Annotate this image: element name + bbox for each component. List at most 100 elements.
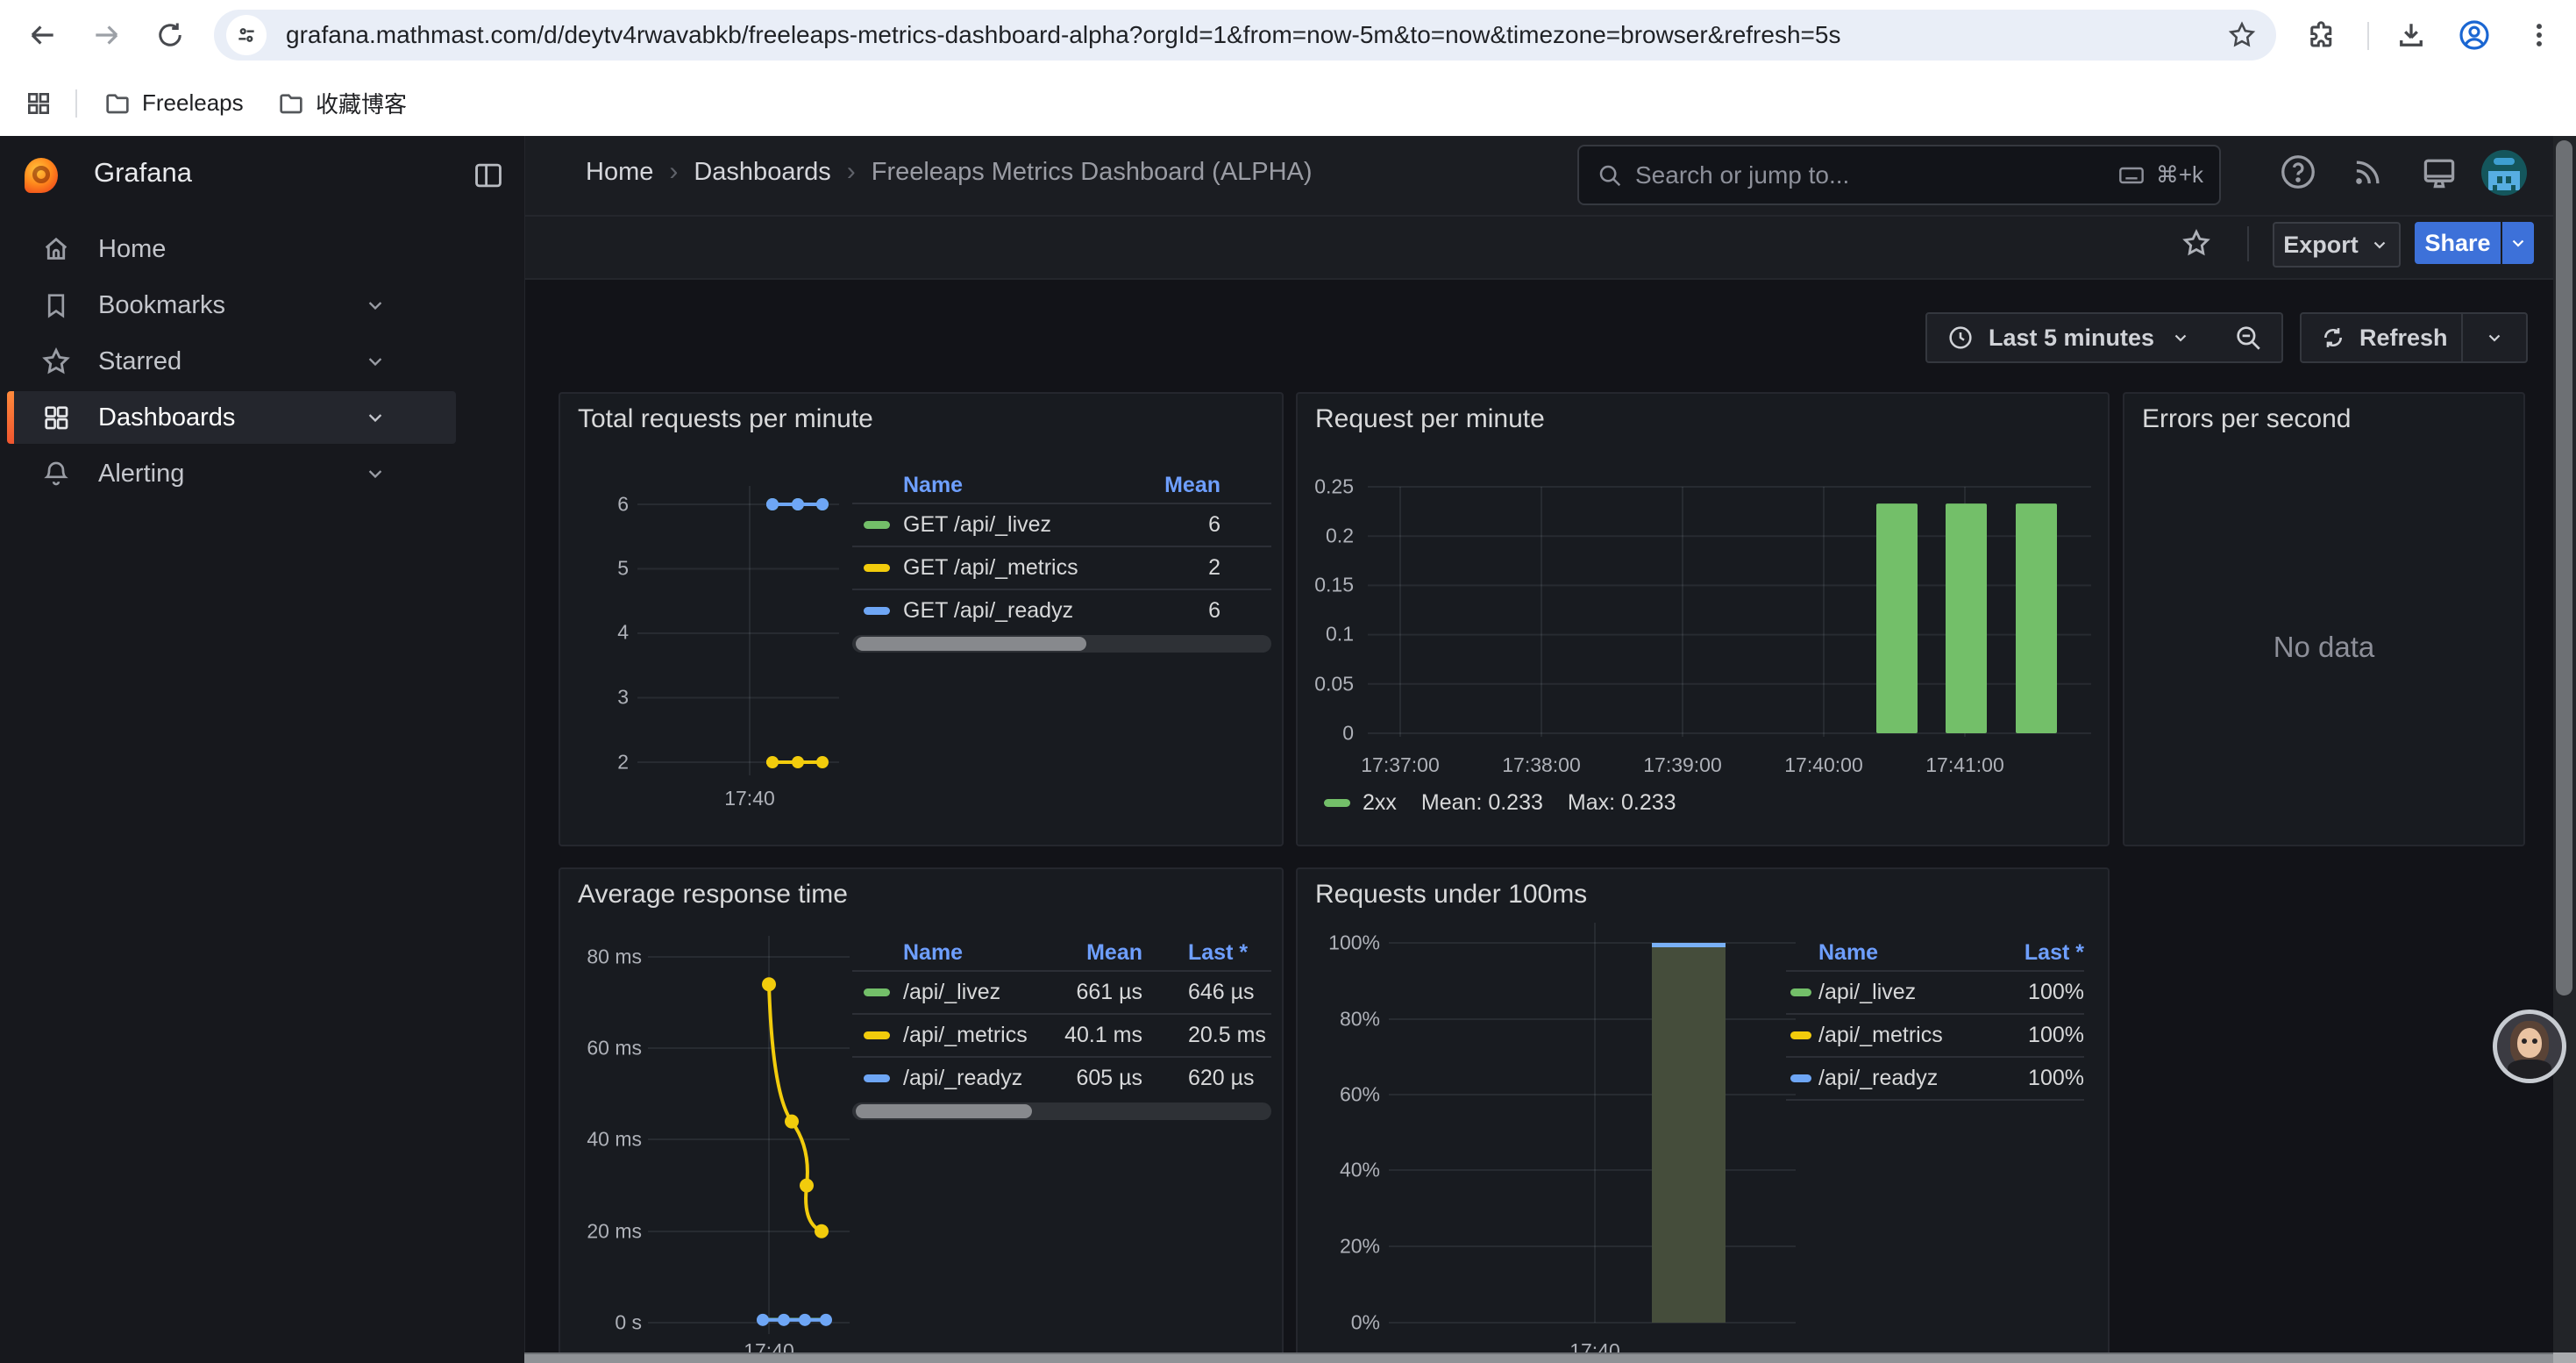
legend-table[interactable]: Name Mean GET /api/_livez 6 GET /api/_me… (852, 467, 1271, 653)
y-tick: 0.05 (1301, 673, 1354, 696)
y-tick: 100% (1310, 931, 1380, 955)
bookmark-folder-blogs[interactable]: 收藏博客 (277, 70, 407, 136)
panel-average-response-time[interactable]: Average response time 80 ms 60 ms 40 ms … (559, 867, 1284, 1363)
series-name[interactable]: GET /api/_metrics (903, 555, 1133, 581)
chevron-down-icon[interactable] (363, 293, 388, 318)
bookmark-star-icon[interactable] (2227, 20, 2257, 50)
legend-col-last[interactable]: Last * (1142, 940, 1271, 966)
sidebar-collapse-icon[interactable] (472, 159, 505, 192)
user-avatar[interactable] (2481, 150, 2527, 196)
no-data-text: No data (2124, 631, 2523, 664)
bookmark-label: 收藏博客 (316, 87, 407, 119)
forward-icon[interactable] (88, 0, 126, 70)
legend-row[interactable]: GET /api/_readyz 6 (852, 589, 1271, 632)
bookmark-folder-freeleaps[interactable]: Freeleaps (103, 70, 244, 136)
breadcrumb-home[interactable]: Home (586, 158, 653, 187)
extensions-icon[interactable] (2302, 0, 2341, 70)
series-name[interactable]: /api/_livez (1818, 980, 2001, 1005)
y-tick: 0.15 (1301, 574, 1354, 597)
chevron-down-icon[interactable] (363, 349, 388, 374)
export-button[interactable]: Export (2273, 222, 2401, 268)
site-settings-icon[interactable] (226, 15, 267, 55)
breadcrumb-dashboards[interactable]: Dashboards (694, 158, 830, 187)
sidebar-item-dashboards[interactable]: Dashboards (7, 391, 456, 444)
news-rss-icon[interactable] (2350, 153, 2387, 190)
legend-col-name[interactable]: Name (903, 473, 1133, 498)
grafana-brand[interactable]: Grafana (94, 157, 192, 189)
series-name[interactable]: /api/_readyz (1818, 1066, 2001, 1091)
series-last: 20.5 ms (1142, 1023, 1271, 1048)
series-name[interactable]: 2xx (1363, 790, 1397, 816)
legend-row[interactable]: /api/_livez 661 µs 646 µs (852, 970, 1271, 1013)
series-name[interactable]: GET /api/_readyz (903, 598, 1133, 624)
vertical-scrollbar-track[interactable] (2553, 136, 2576, 1363)
legend-scrollbar-thumb[interactable] (856, 637, 1086, 651)
clock-icon (1946, 324, 1975, 352)
series-name[interactable]: /api/_readyz (903, 1066, 1050, 1091)
profile-icon[interactable] (2455, 0, 2494, 70)
legend-row[interactable]: /api/_readyz 100% (1786, 1056, 2084, 1099)
share-button[interactable]: Share (2415, 222, 2501, 264)
sidebar-item-alerting[interactable]: Alerting (7, 447, 456, 500)
series-color-chip (864, 1031, 890, 1039)
chevron-down-icon[interactable] (363, 461, 388, 486)
browser-menu-icon[interactable] (2520, 0, 2558, 70)
legend-scrollbar-thumb[interactable] (856, 1104, 1032, 1118)
legend-table[interactable]: Name Last * /api/_livez 100% /api/_metri… (1786, 935, 2084, 1101)
legend-col-last[interactable]: Last * (2001, 940, 2084, 966)
legend-col-name[interactable]: Name (1818, 940, 2001, 966)
reload-icon[interactable] (151, 0, 189, 70)
legend-row[interactable]: /api/_livez 100% (1786, 970, 2084, 1013)
legend-row[interactable]: GET /api/_livez 6 (852, 503, 1271, 546)
search-input[interactable]: Search or jump to... ⌘+k (1577, 145, 2221, 205)
legend-row[interactable]: /api/_metrics 100% (1786, 1013, 2084, 1056)
star-dashboard-icon[interactable] (2176, 222, 2217, 263)
legend-scrollbar[interactable] (852, 635, 1271, 653)
downloads-icon[interactable] (2392, 0, 2430, 70)
help-icon[interactable] (2278, 152, 2318, 192)
legend-header[interactable]: Name Mean (852, 467, 1271, 503)
series-last: 100% (2001, 980, 2084, 1005)
legend-table[interactable]: Name Mean Last * /api/_livez 661 µs 646 … (852, 935, 1271, 1120)
legend-row[interactable]: /api/_metrics 40.1 ms 20.5 ms (852, 1013, 1271, 1056)
legend-scrollbar[interactable] (852, 1103, 1271, 1120)
series-name[interactable]: /api/_metrics (903, 1023, 1050, 1048)
monitor-kiosk-icon[interactable] (2420, 153, 2459, 192)
legend-row[interactable]: /api/_readyz 605 µs 620 µs (852, 1056, 1271, 1099)
chevron-down-icon[interactable] (363, 405, 388, 430)
url-text[interactable]: grafana.mathmast.com/d/deytv4rwavabkb/fr… (286, 21, 2227, 49)
url-bar[interactable]: grafana.mathmast.com/d/deytv4rwavabkb/fr… (214, 10, 2276, 61)
grafana-logo[interactable] (25, 158, 58, 193)
y-tick: 20% (1310, 1235, 1380, 1259)
zoom-out-button[interactable] (2215, 312, 2283, 363)
legend-header[interactable]: Name Last * (1786, 935, 2084, 970)
panel-errors-per-second[interactable]: Errors per second No data (2123, 392, 2525, 846)
refresh-button[interactable]: Refresh (2300, 312, 2465, 363)
legend-col-name[interactable]: Name (903, 940, 1050, 966)
sidebar-item-bookmarks[interactable]: Bookmarks (7, 279, 456, 332)
series-name[interactable]: GET /api/_livez (903, 512, 1133, 538)
legend-col-mean[interactable]: Mean (1050, 940, 1142, 966)
series-name[interactable]: /api/_metrics (1818, 1023, 2001, 1048)
share-menu-button[interactable] (2502, 222, 2534, 264)
legend-col-mean[interactable]: Mean (1133, 473, 1220, 498)
floating-avatar[interactable] (2493, 1010, 2566, 1083)
sidebar-item-home[interactable]: Home (7, 223, 456, 275)
back-icon[interactable] (23, 0, 61, 70)
sidebar-item-label: Home (98, 235, 166, 264)
time-range-picker[interactable]: Last 5 minutes (1925, 312, 2218, 363)
series-name[interactable]: /api/_livez (903, 980, 1050, 1005)
refresh-interval-button[interactable] (2461, 312, 2528, 363)
legend-item[interactable]: 2xx (1324, 790, 1397, 816)
star-icon (39, 346, 74, 377)
sidebar-item-starred[interactable]: Starred (7, 335, 456, 388)
vertical-scrollbar-thumb[interactable] (2556, 140, 2572, 995)
apps-grid-icon[interactable] (19, 70, 58, 136)
panel-requests-under-100ms[interactable]: Requests under 100ms 100% 80% 60% 40% 20… (1296, 867, 2110, 1363)
series-color-chip (1790, 1031, 1811, 1039)
horizontal-scrollbar[interactable] (524, 1352, 2553, 1363)
panel-total-requests[interactable]: Total requests per minute 6 5 4 3 2 17:4… (559, 392, 1284, 846)
legend-row[interactable]: GET /api/_metrics 2 (852, 546, 1271, 589)
panel-request-per-minute[interactable]: Request per minute 0.25 0.2 0.15 0.1 0.0… (1296, 392, 2110, 846)
legend-header[interactable]: Name Mean Last * (852, 935, 1271, 970)
